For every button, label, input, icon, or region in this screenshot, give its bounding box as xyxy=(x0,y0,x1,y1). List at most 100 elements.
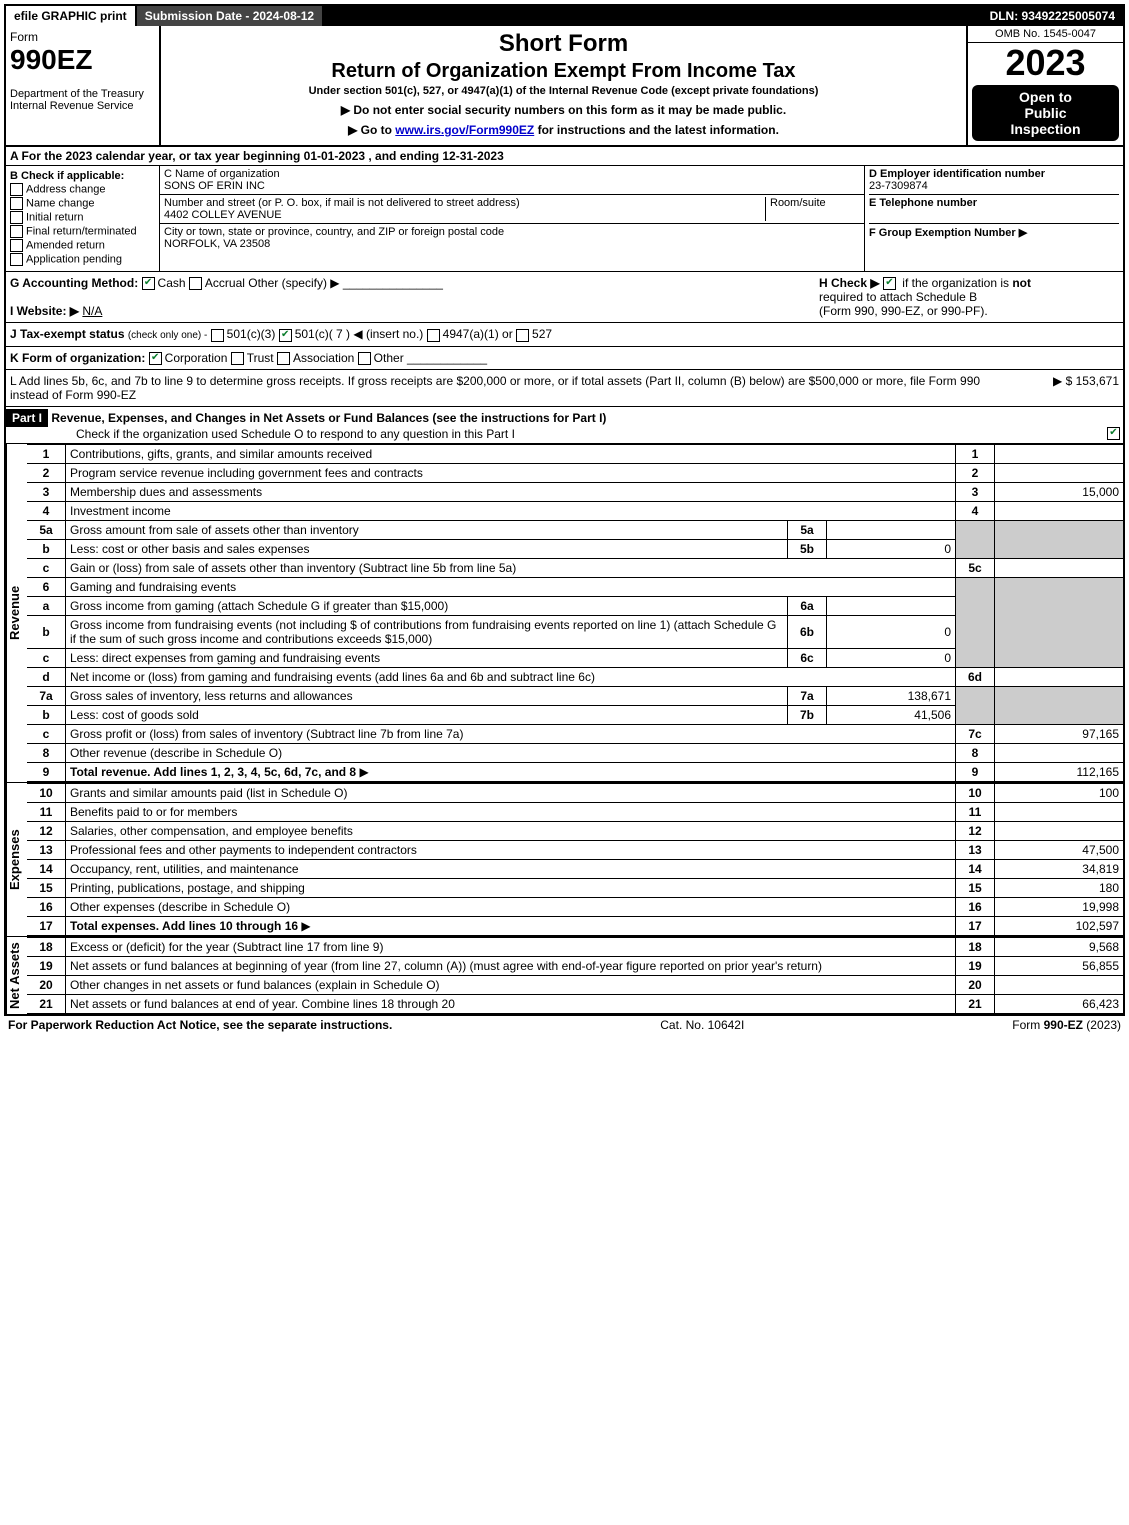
line-l-text: L Add lines 5b, 6c, and 7b to line 9 to … xyxy=(10,374,999,402)
efile-print-button[interactable]: efile GRAPHIC print xyxy=(6,6,137,26)
line-2: 2Program service revenue including gover… xyxy=(27,463,1123,482)
part1-check-text: Check if the organization used Schedule … xyxy=(76,427,515,441)
line-18: 18Excess or (deficit) for the year (Subt… xyxy=(27,937,1123,956)
org-city: NORFOLK, VA 23508 xyxy=(164,238,270,250)
checkbox-initial-return[interactable] xyxy=(10,211,23,224)
page-footer: For Paperwork Reduction Act Notice, see … xyxy=(4,1016,1125,1034)
checkbox-final-return[interactable] xyxy=(10,225,23,238)
line-21: 21Net assets or fund balances at end of … xyxy=(27,994,1123,1013)
checkbox-trust[interactable] xyxy=(231,352,244,365)
netassets-section: Net Assets 18Excess or (deficit) for the… xyxy=(6,937,1123,1014)
line-14: 14Occupancy, rent, utilities, and mainte… xyxy=(27,859,1123,878)
line-17: 17Total expenses. Add lines 10 through 1… xyxy=(27,916,1123,935)
title-return: Return of Organization Exempt From Incom… xyxy=(165,60,962,83)
addr-label: Number and street (or P. O. box, if mail… xyxy=(164,197,520,209)
line-1: 1Contributions, gifts, grants, and simil… xyxy=(27,444,1123,463)
open-to-public: Open to Public Inspection xyxy=(972,85,1119,141)
submission-date: Submission Date - 2024-08-12 xyxy=(137,6,322,26)
line-7c: cGross profit or (loss) from sales of in… xyxy=(27,724,1123,743)
footer-left: For Paperwork Reduction Act Notice, see … xyxy=(8,1018,392,1032)
checkbox-accrual[interactable] xyxy=(189,277,202,290)
line-h-text3: (Form 990, 990-EZ, or 990-PF). xyxy=(819,304,988,318)
line-h-text2: required to attach Schedule B xyxy=(819,290,977,304)
checkbox-cash[interactable] xyxy=(142,277,155,290)
org-name: SONS OF ERIN INC xyxy=(164,180,265,192)
checkbox-4947[interactable] xyxy=(427,329,440,342)
part1-header-row: Part I Revenue, Expenses, and Changes in… xyxy=(6,407,1123,444)
netassets-table: 18Excess or (deficit) for the year (Subt… xyxy=(27,937,1123,1014)
dept-line1: Department of the Treasury xyxy=(10,88,144,100)
tel-label: E Telephone number xyxy=(869,197,977,209)
line-g-h: G Accounting Method: Cash Accrual Other … xyxy=(6,272,1123,323)
checkbox-corporation[interactable] xyxy=(149,352,162,365)
col-d-ein: D Employer identification number 23-7309… xyxy=(865,166,1123,271)
part1-title: Revenue, Expenses, and Changes in Net As… xyxy=(51,411,606,425)
col-b-checkboxes: B Check if applicable: Address change Na… xyxy=(6,166,160,271)
arrow-icon: ▶ xyxy=(301,919,310,933)
info-row-bcd: B Check if applicable: Address change Na… xyxy=(6,166,1123,272)
line-11: 11Benefits paid to or for members11 xyxy=(27,802,1123,821)
ein-value: 23-7309874 xyxy=(869,180,928,192)
checkbox-association[interactable] xyxy=(277,352,290,365)
checkbox-application-pending[interactable] xyxy=(10,253,23,266)
tax-exempt-label: J Tax-exempt status xyxy=(10,327,125,341)
line-5c: cGain or (loss) from sale of assets othe… xyxy=(27,558,1123,577)
arrow-icon: ▶ xyxy=(359,765,368,779)
tax-year: 2023 xyxy=(968,43,1123,83)
revenue-vertical-label: Revenue xyxy=(6,444,27,782)
instr-ssn: ▶ Do not enter social security numbers o… xyxy=(165,103,962,117)
irs-link[interactable]: www.irs.gov/Form990EZ xyxy=(395,123,534,137)
ein-label: D Employer identification number xyxy=(869,168,1045,180)
title-short-form: Short Form xyxy=(165,30,962,58)
omb-number: OMB No. 1545-0047 xyxy=(968,26,1123,43)
form-label: Form xyxy=(10,30,38,44)
accounting-other: Other (specify) ▶ xyxy=(248,276,339,290)
footer-catno: Cat. No. 10642I xyxy=(660,1018,744,1032)
line-l: L Add lines 5b, 6c, and 7b to line 9 to … xyxy=(6,370,1123,407)
checkbox-527[interactable] xyxy=(516,329,529,342)
netassets-vertical-label: Net Assets xyxy=(6,937,27,1014)
subtitle: Under section 501(c), 527, or 4947(a)(1)… xyxy=(165,85,962,97)
checkbox-amended-return[interactable] xyxy=(10,239,23,252)
top-bar: efile GRAPHIC print Submission Date - 20… xyxy=(6,6,1123,26)
group-exemption-label: F Group Exemption Number ▶ xyxy=(869,227,1027,239)
line-16: 16Other expenses (describe in Schedule O… xyxy=(27,897,1123,916)
dln: DLN: 93492225005074 xyxy=(982,6,1123,26)
line-6: 6Gaming and fundraising events xyxy=(27,577,1123,596)
line-l-value: ▶ $ 153,671 xyxy=(999,374,1119,402)
line-7a: 7aGross sales of inventory, less returns… xyxy=(27,686,1123,705)
line-12: 12Salaries, other compensation, and empl… xyxy=(27,821,1123,840)
line-10: 10Grants and similar amounts paid (list … xyxy=(27,783,1123,802)
expenses-table: 10Grants and similar amounts paid (list … xyxy=(27,783,1123,936)
org-address: 4402 COLLEY AVENUE xyxy=(164,209,282,221)
checkbox-name-change[interactable] xyxy=(10,197,23,210)
line-4: 4Investment income4 xyxy=(27,501,1123,520)
line-19: 19Net assets or fund balances at beginni… xyxy=(27,956,1123,975)
line-15: 15Printing, publications, postage, and s… xyxy=(27,878,1123,897)
checkbox-501c[interactable] xyxy=(279,329,292,342)
col-c-org-info: C Name of organization SONS OF ERIN INC … xyxy=(160,166,865,271)
line-k: K Form of organization: Corporation Trus… xyxy=(6,347,1123,370)
checkbox-address-change[interactable] xyxy=(10,183,23,196)
revenue-table: 1Contributions, gifts, grants, and simil… xyxy=(27,444,1123,782)
footer-right: Form 990-EZ (2023) xyxy=(1012,1018,1121,1032)
form-org-label: K Form of organization: xyxy=(10,351,145,365)
expenses-section: Expenses 10Grants and similar amounts pa… xyxy=(6,783,1123,937)
col-b-label: B Check if applicable: xyxy=(10,170,124,182)
website-label: I Website: ▶ xyxy=(10,304,79,318)
line-9: 9Total revenue. Add lines 1, 2, 3, 4, 5c… xyxy=(27,762,1123,781)
checkbox-501c3[interactable] xyxy=(211,329,224,342)
line-h-label: H Check ▶ xyxy=(819,276,880,290)
line-5a: 5aGross amount from sale of assets other… xyxy=(27,520,1123,539)
city-label: City or town, state or province, country… xyxy=(164,226,504,238)
checkbox-schedule-b[interactable] xyxy=(883,277,896,290)
room-label: Room/suite xyxy=(770,197,826,209)
checkbox-schedule-o-part1[interactable] xyxy=(1107,427,1120,440)
checkbox-other-org[interactable] xyxy=(358,352,371,365)
dept-line2: Internal Revenue Service xyxy=(10,100,134,112)
website-value: N/A xyxy=(82,304,102,318)
org-name-label: C Name of organization xyxy=(164,168,280,180)
expenses-vertical-label: Expenses xyxy=(6,783,27,936)
form-header: Form 990EZ Department of the Treasury In… xyxy=(6,26,1123,147)
form-number: 990EZ xyxy=(10,44,93,75)
